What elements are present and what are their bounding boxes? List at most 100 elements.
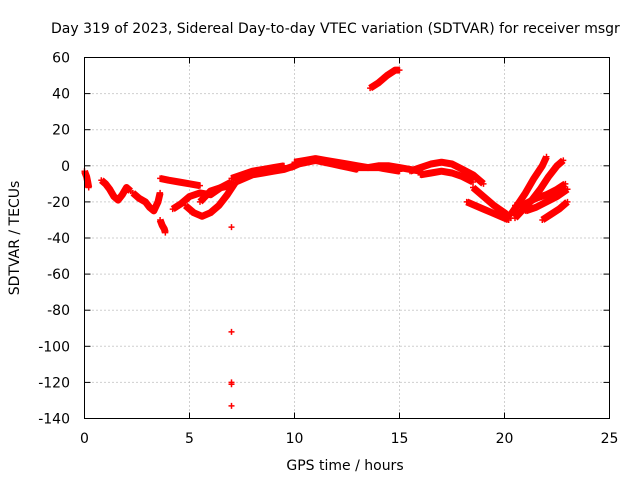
y-tick-label: -120	[38, 375, 70, 391]
chart-title: Day 319 of 2023, Sidereal Day-to-day VTE…	[51, 21, 620, 37]
data-point	[449, 160, 455, 167]
data-point	[470, 171, 476, 178]
data-point	[323, 157, 329, 164]
data-point	[228, 224, 235, 231]
y-axis-label: SDTVAR / TECUs	[7, 181, 23, 296]
x-tick-label: 20	[496, 431, 514, 447]
data-point	[367, 85, 374, 92]
data-point	[142, 198, 149, 205]
y-tick-label: 60	[52, 51, 70, 67]
y-tick-label: -80	[47, 303, 70, 319]
plot-frame	[84, 57, 610, 419]
data-point	[438, 159, 445, 166]
data-point	[417, 171, 424, 178]
data-point	[480, 206, 487, 213]
data-point	[396, 164, 403, 171]
data-series	[81, 66, 571, 409]
data-point	[547, 211, 554, 218]
data-point	[539, 162, 546, 169]
data-point	[333, 159, 340, 166]
data-point	[512, 215, 518, 222]
data-point	[312, 155, 319, 162]
data-point	[459, 173, 466, 180]
data-point	[281, 162, 287, 169]
data-point	[533, 195, 539, 202]
data-point	[459, 166, 466, 173]
data-point	[375, 162, 382, 169]
series-track	[540, 199, 570, 223]
data-point	[564, 198, 571, 205]
data-point	[102, 180, 109, 187]
data-point	[537, 186, 544, 193]
y-tick-label: -40	[47, 231, 70, 247]
data-point	[207, 209, 214, 216]
data-point	[472, 202, 479, 209]
y-tick-label: -100	[38, 339, 70, 355]
y-tick-label: -60	[47, 267, 70, 283]
data-point	[260, 166, 266, 173]
series-sat-j	[228, 162, 287, 182]
data-point	[470, 179, 476, 186]
data-point	[375, 79, 382, 86]
series-sat-c	[129, 189, 164, 215]
data-point	[228, 381, 235, 388]
data-point	[98, 177, 105, 184]
data-point	[136, 195, 143, 202]
data-point	[491, 202, 497, 209]
data-point	[543, 198, 550, 205]
data-point	[197, 182, 203, 189]
y-tick-label: 0	[61, 159, 70, 175]
data-point	[470, 184, 476, 191]
data-point	[155, 198, 161, 205]
series-sat-w	[539, 198, 571, 223]
data-point	[169, 206, 176, 213]
data-point	[218, 184, 224, 191]
data-point	[530, 175, 537, 182]
data-point	[383, 72, 390, 79]
y-tick-label: -140	[38, 412, 70, 428]
grid-lines	[84, 57, 610, 419]
data-point	[505, 216, 512, 223]
data-point	[129, 189, 136, 196]
data-point	[157, 216, 164, 223]
data-point	[449, 170, 455, 177]
y-tick-label: 40	[52, 87, 70, 103]
data-point	[543, 153, 550, 160]
data-point	[224, 191, 231, 198]
data-point	[228, 328, 235, 335]
series-sat-h	[197, 182, 235, 205]
data-point	[407, 168, 413, 175]
series-sat-r	[463, 198, 512, 224]
data-point	[85, 184, 92, 191]
data-point	[291, 159, 298, 166]
data-point	[186, 180, 193, 187]
data-point	[161, 225, 168, 232]
data-point	[428, 160, 434, 167]
series-sat-n	[367, 66, 403, 92]
series-sat-e	[157, 174, 203, 190]
data-point	[186, 193, 193, 200]
data-point	[386, 162, 392, 169]
data-point	[560, 157, 567, 164]
data-point	[480, 180, 487, 187]
data-point	[539, 216, 546, 223]
data-point	[287, 164, 294, 171]
data-point	[165, 177, 172, 184]
series-sat-p	[417, 167, 476, 186]
data-point	[512, 202, 518, 209]
y-tick-label: 20	[52, 123, 70, 139]
series-sat-d	[156, 216, 169, 236]
data-point	[84, 179, 91, 186]
data-point	[110, 193, 117, 200]
data-point	[106, 186, 113, 193]
data-point	[554, 193, 560, 200]
data-point	[396, 67, 403, 74]
x-axis-label: GPS time / hours	[286, 458, 403, 474]
data-point	[239, 171, 245, 178]
data-point	[146, 204, 153, 211]
data-point	[157, 189, 164, 196]
data-point	[197, 189, 203, 196]
data-point	[115, 197, 122, 204]
series-outliers	[228, 224, 235, 409]
data-point	[207, 188, 214, 195]
